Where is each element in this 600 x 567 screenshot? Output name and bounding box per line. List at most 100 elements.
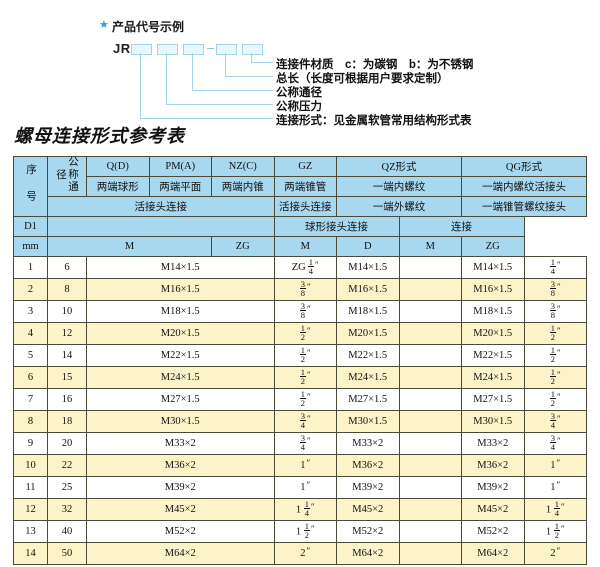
header-type-desc-1: 两端平面 xyxy=(148,176,212,197)
leader-line-horizontal-4 xyxy=(166,104,273,105)
table-row: 13 40 M52×2 1 1 2 ″ M52×2 M52×2 1 1 2 ″ xyxy=(13,520,587,543)
code-box-2 xyxy=(157,44,178,55)
cell-qz-d xyxy=(398,498,462,521)
cell-index: 3 xyxy=(13,300,48,323)
header-type-code-4: QZ形式 xyxy=(336,156,462,177)
cell-qg-zg: 1 4 ″ xyxy=(523,256,587,279)
cell-thread-m: M33×2 xyxy=(86,432,275,455)
code-note-4: 公称压力 xyxy=(276,101,322,113)
cell-thread-m: M39×2 xyxy=(86,476,275,499)
cell-qz-m: M14×1.5 xyxy=(336,256,400,279)
cell-thread-m: M14×1.5 xyxy=(86,256,275,279)
cell-qg-zg: 1 2 ″ xyxy=(523,322,587,345)
cell-gz-zg: 1″ xyxy=(273,476,337,499)
cell-qz-m: M36×2 xyxy=(336,454,400,477)
code-note-5: 连接形式：见金属软管常用结构形式表 xyxy=(276,115,472,127)
header-sub-m: M xyxy=(47,236,212,257)
table-header: 序 号 公称通径 Q(D) PM(A) NZ(C) GZ QZ形式 QG形式 两… xyxy=(13,156,587,257)
cell-qg-m: M52×2 xyxy=(461,520,525,543)
header-connect-left: 活接头连接 xyxy=(47,196,275,217)
header-sub-d: D xyxy=(336,236,400,257)
table-row: 11 25 M39×2 1″ M39×2 M39×2 1″ xyxy=(13,476,587,499)
cell-nominal-diameter: 14 xyxy=(47,344,87,367)
cell-index: 9 xyxy=(13,432,48,455)
cell-qz-d xyxy=(398,322,462,345)
cell-qz-d xyxy=(398,366,462,389)
leader-line-horizontal-5 xyxy=(140,118,273,119)
product-code-title: 产品代号示例 xyxy=(112,20,185,34)
product-code-diagram: ★ 产品代号示例 JR 连接件材质 c：为碳钢 b：为不锈钢 总长（长度可根据用户… xyxy=(0,0,600,130)
cell-thread-m: M52×2 xyxy=(86,520,275,543)
table-row: 6 15 M24×1.5 1 2 ″ M24×1.5 M24×1.5 1 2 ″ xyxy=(13,366,587,389)
cell-qz-m: M45×2 xyxy=(336,498,400,521)
cell-qg-zg: 1 2 ″ xyxy=(523,366,587,389)
cell-qg-m: M14×1.5 xyxy=(461,256,525,279)
cell-qg-m: M39×2 xyxy=(461,476,525,499)
leader-line-horizontal-3 xyxy=(192,90,273,91)
cell-thread-m: M64×2 xyxy=(86,542,275,565)
cell-index: 11 xyxy=(13,476,48,499)
table-row: 3 10 M18×1.5 3 8 ″ M18×1.5 M18×1.5 3 8 ″ xyxy=(13,300,587,323)
cell-gz-zg: 1 2 ″ xyxy=(273,388,337,411)
cell-qz-d xyxy=(398,432,462,455)
header-blank-d1 xyxy=(47,216,275,237)
header-qz-m: M xyxy=(273,236,337,257)
header-type-code-3: GZ xyxy=(273,156,337,177)
header-type-code-2: NZ(C) xyxy=(211,156,275,177)
header-type-desc-4: 一端内螺纹 xyxy=(336,176,462,197)
header-row-d1: D1 球形接头连接 连接 xyxy=(13,216,587,237)
table-row: 1 6 M14×1.5 ZG 1 4 ″ M14×1.5 M14×1.5 1 4 ″ xyxy=(13,256,587,279)
cell-nominal-diameter: 25 xyxy=(47,476,87,499)
cell-qg-m: M18×1.5 xyxy=(461,300,525,323)
header-type-code-0: Q(D) xyxy=(86,156,150,177)
cell-thread-m: M24×1.5 xyxy=(86,366,275,389)
cell-qz-m: M20×1.5 xyxy=(336,322,400,345)
table-body: 1 6 M14×1.5 ZG 1 4 ″ M14×1.5 M14×1.5 1 4 ″ 2 8 M16×1.5… xyxy=(13,256,587,565)
cell-index: 4 xyxy=(13,322,48,345)
cell-qz-m: M64×2 xyxy=(336,542,400,565)
cell-qg-m: M16×1.5 xyxy=(461,278,525,301)
header-qg-desc2: 一端锥管螺纹接头 xyxy=(461,196,587,217)
cell-nominal-diameter: 18 xyxy=(47,410,87,433)
leader-line-vertical-1 xyxy=(251,53,252,62)
header-type-desc-3: 两端锥管 xyxy=(273,176,337,197)
cell-qg-m: M27×1.5 xyxy=(461,388,525,411)
cell-qz-m: M24×1.5 xyxy=(336,366,400,389)
cell-qg-m: M36×2 xyxy=(461,454,525,477)
cell-thread-m: M18×1.5 xyxy=(86,300,275,323)
cell-index: 5 xyxy=(13,344,48,367)
cell-qg-zg: 1″ xyxy=(523,476,587,499)
cell-qz-d xyxy=(398,542,462,565)
leader-line-horizontal-1 xyxy=(251,62,273,63)
header-qg-zg: ZG xyxy=(461,236,525,257)
table-row: 8 18 M30×1.5 3 4 ″ M30×1.5 M30×1.5 3 4 ″ xyxy=(13,410,587,433)
cell-nominal-diameter: 16 xyxy=(47,388,87,411)
header-qg-m: M xyxy=(398,236,462,257)
cell-thread-m: M22×1.5 xyxy=(86,344,275,367)
cell-qz-m: M22×1.5 xyxy=(336,344,400,367)
leader-line-horizontal-2 xyxy=(225,76,273,77)
table-row: 9 20 M33×2 3 4 ″ M33×2 M33×2 3 4 ″ xyxy=(13,432,587,455)
table-row: 10 22 M36×2 1″ M36×2 M36×2 1″ xyxy=(13,454,587,477)
cell-qz-d xyxy=(398,344,462,367)
cell-nominal-diameter: 32 xyxy=(47,498,87,521)
cell-index: 10 xyxy=(13,454,48,477)
code-note-3: 公称通径 xyxy=(276,87,322,99)
header-qz-connect: 球形接头连接 xyxy=(273,216,400,237)
header-connect-gz: 活接头连接 xyxy=(273,196,337,217)
header-d1: D1 xyxy=(13,216,48,237)
cell-nominal-diameter: 20 xyxy=(47,432,87,455)
cell-gz-zg: 1″ xyxy=(273,454,337,477)
cell-qz-m: M33×2 xyxy=(336,432,400,455)
code-separator-dash xyxy=(207,48,214,49)
cell-thread-m: M45×2 xyxy=(86,498,275,521)
table-row: 7 16 M27×1.5 1 2 ″ M27×1.5 M27×1.5 1 2 ″ xyxy=(13,388,587,411)
cell-index: 6 xyxy=(13,366,48,389)
cell-qg-m: M64×2 xyxy=(461,542,525,565)
header-index: 序 号 xyxy=(13,156,48,217)
table-row: 14 50 M64×2 2″ M64×2 M64×2 2″ xyxy=(13,542,587,565)
cell-gz-zg: ZG 1 4 ″ xyxy=(273,256,337,279)
cell-qz-d xyxy=(398,256,462,279)
cell-nominal-diameter: 15 xyxy=(47,366,87,389)
cell-gz-zg: 1 2 ″ xyxy=(273,344,337,367)
